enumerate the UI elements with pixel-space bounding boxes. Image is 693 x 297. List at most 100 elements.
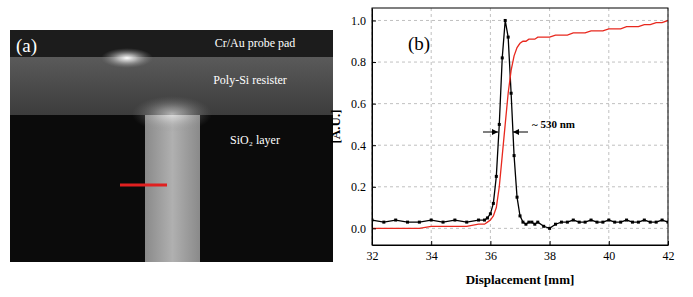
grid [372,8,668,245]
series-marker [521,221,524,224]
series-marker [477,219,480,222]
y-axis: 0.00.20.40.60.81.0 [351,9,376,246]
y-grid-line [372,62,668,63]
series-line [372,20,668,228]
series-marker [536,221,539,224]
series-marker [601,221,604,224]
series-marker [486,216,489,219]
series-marker [382,221,385,224]
x-tick-label: 32 [367,249,379,263]
hot-spot [132,96,212,132]
series-marker [578,221,581,224]
y-tick-mark [372,104,376,105]
y-tick-mark [372,228,376,229]
sio2-right [200,115,333,262]
y-tick-label: 0.8 [351,55,366,69]
region-label: SiO₂ layer [230,133,280,147]
series-marker [655,221,658,224]
y-grid-line [372,20,668,21]
x-axis-line [373,245,669,246]
series-marker [542,225,545,228]
series-marker [619,221,622,224]
y-tick-mark [372,62,376,63]
series-marker [554,223,557,226]
x-tick-label: 36 [485,249,497,263]
y-tick-label: 0.4 [351,139,366,153]
y-tick: 0.2 [351,180,376,194]
y-tick-mark [372,145,376,146]
series-marker [584,221,587,224]
y-tick: 1.0 [351,14,376,28]
probe-pad-region [10,30,333,57]
y-tick: 0.4 [351,139,376,153]
image-panel: (a) Cr/Au probe pad Poly-Si resister SiO₂ l… [10,30,333,262]
line-scan-marker [120,184,167,187]
x-tick-mark [431,241,432,245]
y-tick: 0.6 [351,97,376,111]
x-tick: 42 [663,241,675,263]
series-marker [513,154,516,157]
series-marker [406,221,409,224]
x-tick-label: 42 [663,249,675,263]
series-marker [519,214,522,217]
y-tick: 0.8 [351,55,376,69]
plot-background [372,8,668,245]
series-marker [607,219,610,222]
y-grid-line [372,103,668,104]
region-label: Poly-Si resister [213,73,287,87]
series-marker [430,219,433,222]
y-tick-mark [372,187,376,188]
series-marker [498,123,501,126]
series-marker [418,221,421,224]
series-marker [394,219,397,222]
x-tick-label: 38 [544,249,556,263]
y-tick-label: 0.2 [351,180,366,194]
series-marker [516,196,519,199]
x-tick-mark [550,241,551,245]
series-marker [442,221,445,224]
series-marker [495,175,498,178]
series-marker [560,221,563,224]
series-marker [649,221,652,224]
series-line [372,20,668,228]
y-axis-title: [A.U.] [328,110,343,144]
x-tick-mark [609,241,610,245]
panel-label: (a) [16,35,37,57]
sio2-left [10,115,145,262]
series-marker [533,223,536,226]
y-tick-label: 1.0 [351,14,366,28]
resistor-stem [145,115,200,262]
x-tick-mark [668,241,669,245]
series-marker [631,221,634,224]
y-grid-line [372,145,668,146]
series-marker [548,227,551,230]
x-axis: 32 34 36 38 40 42 [367,241,675,263]
x-grid-line [431,8,432,245]
y-tick-label: 0.6 [351,97,366,111]
x-axis-title: Displacement [mm] [466,272,575,287]
width-arrow [483,132,498,133]
figure: (a) Cr/Au probe pad Poly-Si resister SiO₂ l… [0,0,693,297]
region-label: Cr/Au probe pad [215,36,296,50]
series-marker [492,202,495,205]
series-marker [465,221,468,224]
series-marker [504,19,507,22]
series-marker [590,219,593,222]
series-marker [483,219,486,222]
y-tick-mark [372,20,376,21]
y-axis-line [372,9,373,246]
series-marker [572,219,575,222]
x-tick: 34 [426,241,438,263]
x-tick: 38 [544,241,556,263]
series-marker [527,221,530,224]
series-marker [595,221,598,224]
series-group [372,19,668,230]
x-tick: 40 [603,241,615,263]
hot-spot [101,48,153,68]
series-marker [489,212,492,215]
series-marker [637,221,640,224]
x-tick-mark [490,241,491,245]
x-tick-label: 40 [603,249,615,263]
x-tick-label: 34 [426,249,438,263]
panel-label: (b) [408,33,430,55]
